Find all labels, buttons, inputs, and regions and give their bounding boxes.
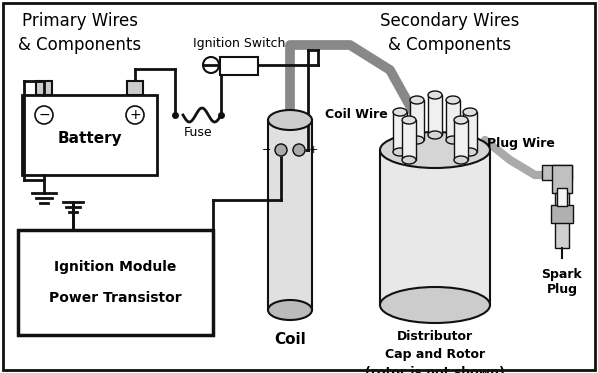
Bar [410, 100, 424, 140]
Ellipse shape [446, 96, 460, 104]
Bar [542, 165, 572, 181]
Ellipse shape [393, 108, 407, 116]
Ellipse shape [380, 287, 490, 323]
Bar [18, 230, 213, 335]
Bar [555, 193, 569, 248]
Ellipse shape [463, 148, 477, 156]
Circle shape [293, 144, 305, 156]
Bar [393, 112, 407, 152]
Text: +: + [129, 108, 141, 122]
Ellipse shape [268, 110, 312, 130]
Text: Ignition Module: Ignition Module [54, 260, 176, 274]
Ellipse shape [402, 116, 416, 124]
Bar [463, 112, 477, 152]
Text: Coil: Coil [274, 332, 306, 347]
Bar [380, 150, 490, 305]
Ellipse shape [402, 156, 416, 164]
Ellipse shape [268, 300, 312, 320]
Text: Battery: Battery [57, 131, 122, 145]
Ellipse shape [393, 148, 407, 156]
Text: Plug Wire: Plug Wire [487, 137, 555, 150]
Bar [36, 81, 52, 95]
Bar [557, 188, 567, 206]
Ellipse shape [463, 108, 477, 116]
Text: Ignition Switch: Ignition Switch [193, 37, 285, 50]
Bar [268, 120, 312, 310]
Text: Spark
Plug: Spark Plug [542, 268, 582, 296]
Text: Power Transistor: Power Transistor [49, 291, 182, 305]
Text: Coil Wire: Coil Wire [325, 109, 388, 122]
Bar [220, 57, 258, 75]
Bar [552, 165, 572, 193]
Bar [402, 120, 416, 160]
Ellipse shape [410, 96, 424, 104]
Bar [454, 120, 468, 160]
Ellipse shape [428, 91, 442, 99]
Text: Distributor
Cap and Rotor
(rotor is not shown): Distributor Cap and Rotor (rotor is not … [365, 330, 505, 373]
Bar [428, 95, 442, 135]
Text: Primary Wires
& Components: Primary Wires & Components [19, 12, 142, 54]
Ellipse shape [454, 156, 468, 164]
Ellipse shape [428, 131, 442, 139]
Text: −: − [263, 145, 271, 155]
Ellipse shape [454, 116, 468, 124]
Text: Secondary Wires
& Components: Secondary Wires & Components [380, 12, 520, 54]
Ellipse shape [380, 132, 490, 168]
Bar [127, 81, 143, 95]
Text: −: − [38, 108, 50, 122]
Text: +: + [309, 145, 318, 155]
Bar [446, 100, 460, 140]
Bar [22, 95, 157, 175]
Circle shape [275, 144, 287, 156]
Ellipse shape [446, 136, 460, 144]
Text: Fuse: Fuse [184, 125, 212, 138]
Ellipse shape [410, 136, 424, 144]
Bar [551, 205, 573, 223]
